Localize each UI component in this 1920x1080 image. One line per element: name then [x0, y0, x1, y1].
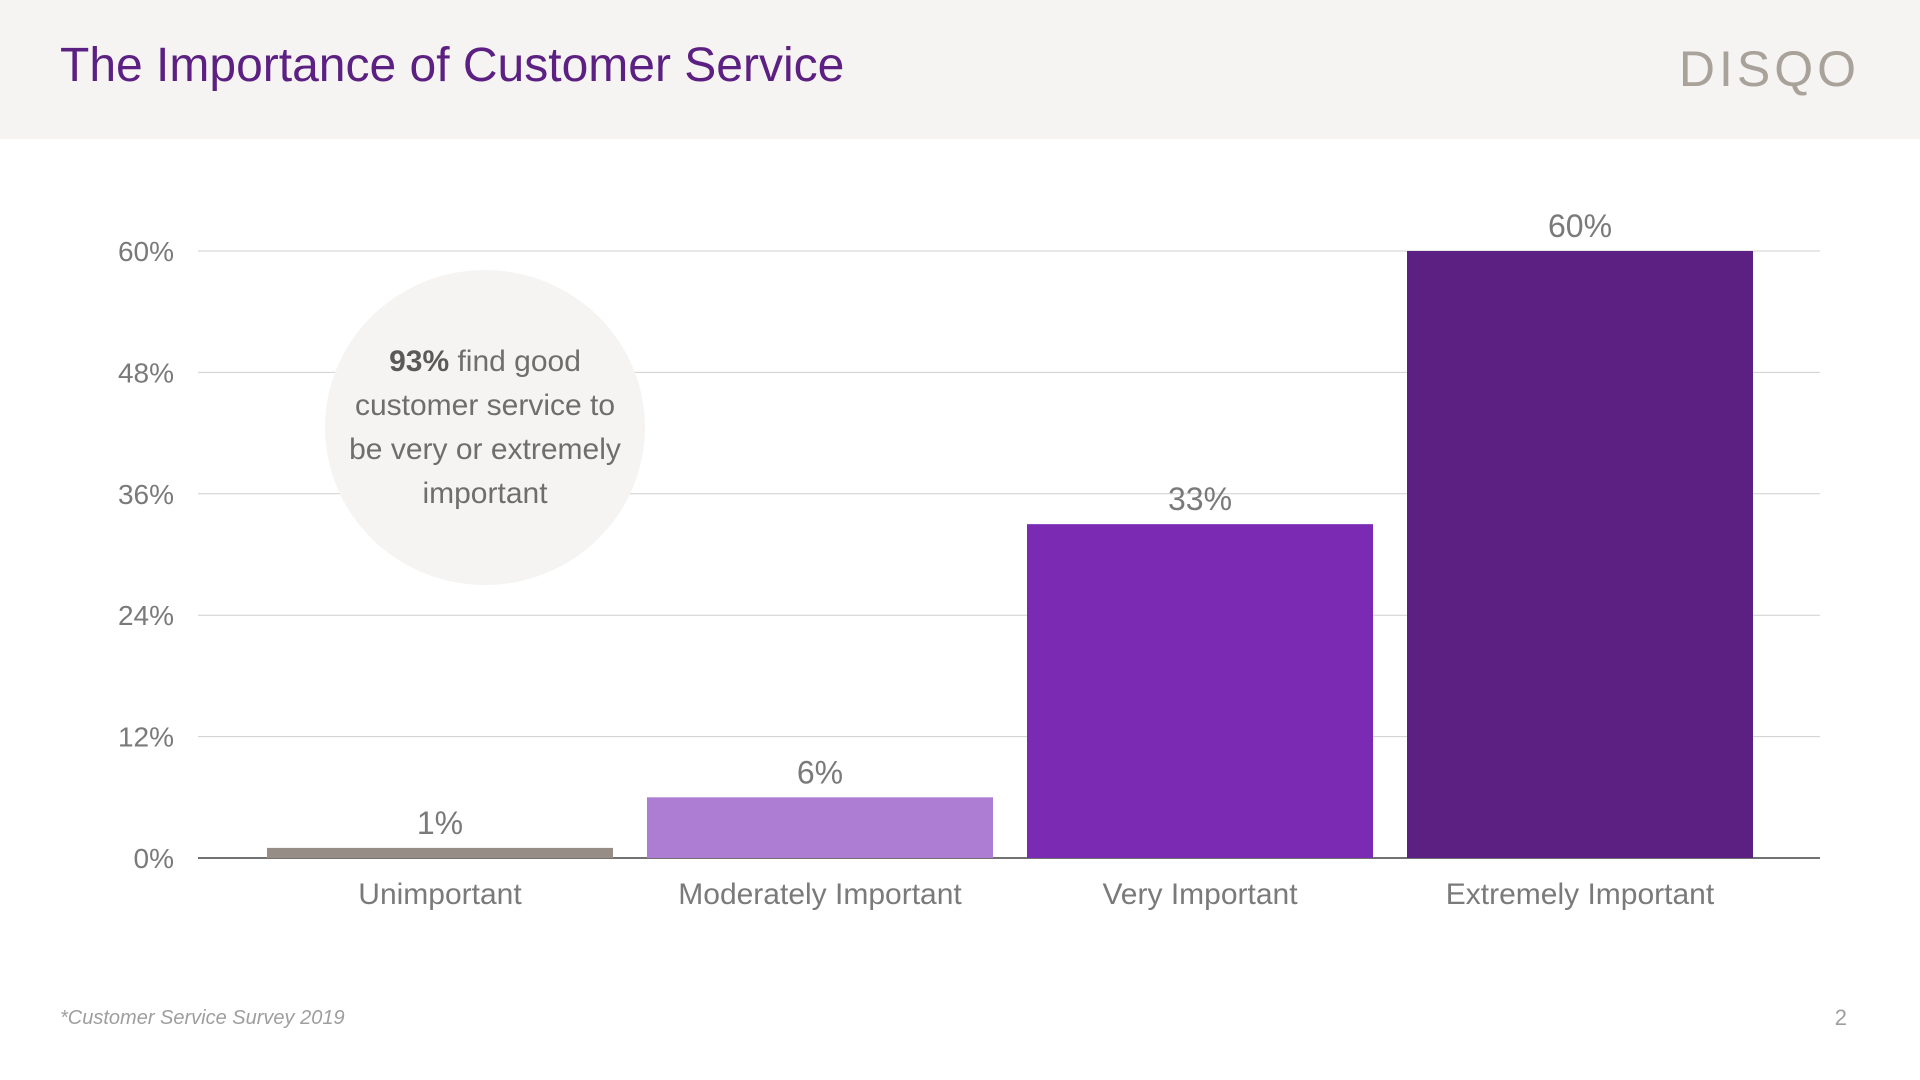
header-bar: The Importance of Customer Service DISQO	[0, 0, 1920, 139]
x-tick-label: Extremely Important	[1446, 878, 1715, 911]
disqo-logo: DISQO	[1678, 41, 1860, 97]
x-tick-label: Very Important	[1102, 878, 1298, 911]
page-number: 2	[1834, 1005, 1847, 1030]
y-tick-label: 60%	[118, 236, 174, 267]
callout-body: find good customer service to be very or…	[349, 344, 621, 510]
y-tick-label: 36%	[118, 479, 174, 510]
y-tick-label: 0%	[134, 843, 174, 874]
data-label: 33%	[1168, 481, 1232, 517]
source-footnote: *Customer Service Survey 2019	[60, 1007, 345, 1029]
y-tick-label: 12%	[118, 722, 174, 753]
bar	[647, 797, 993, 858]
data-label: 1%	[417, 805, 463, 841]
callout-highlight: 93%	[389, 344, 450, 378]
bar	[1407, 251, 1753, 858]
y-tick-label: 24%	[118, 600, 174, 631]
y-tick-label: 48%	[118, 357, 174, 388]
x-tick-label: Moderately Important	[678, 878, 962, 911]
bar	[1027, 524, 1373, 858]
callout-text: 93% find good customer service to be ver…	[335, 340, 635, 516]
bar	[267, 847, 613, 858]
data-label: 60%	[1548, 208, 1612, 244]
page-title: The Importance of Customer Service	[60, 39, 845, 92]
data-label: 6%	[797, 754, 843, 790]
x-tick-label: Unimportant	[358, 878, 522, 911]
callout-bubble: 93% find good customer service to be ver…	[325, 270, 645, 585]
